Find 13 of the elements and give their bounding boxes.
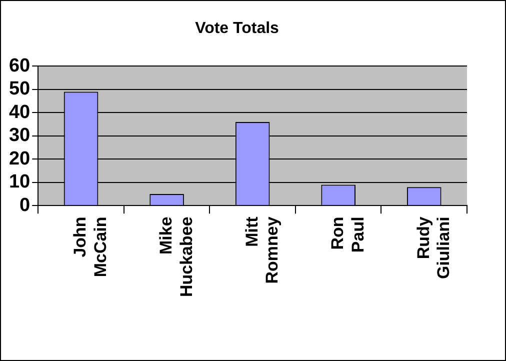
x-tick-label: Mike Huckabee (156, 216, 196, 298)
y-tick-label: 60 (8, 55, 30, 76)
y-tick-label: 50 (8, 78, 30, 100)
x-tick-label: Rudy Giuliani (414, 216, 454, 280)
x-tick-label: John McCain (70, 216, 110, 278)
y-tick-label: 10 (8, 172, 30, 193)
y-tick-label: 40 (8, 102, 30, 123)
x-tick-label: Mitt Romney (242, 216, 282, 284)
chart-title: Vote Totals (195, 20, 280, 38)
x-tick-label: Ron Paul (328, 216, 368, 253)
y-tick-label: 0 (20, 194, 30, 216)
y-tick-label: 20 (8, 148, 30, 170)
y-tick-label: 30 (8, 125, 30, 146)
